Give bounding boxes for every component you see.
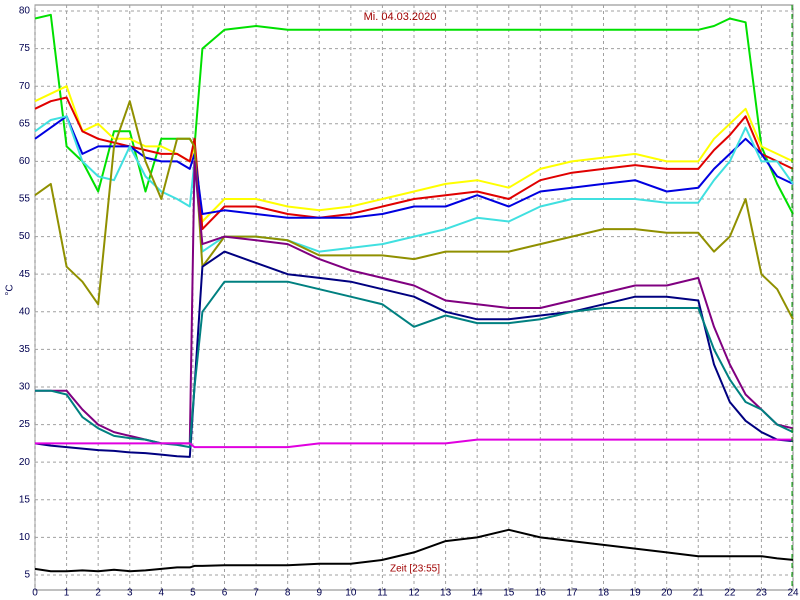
x-tick-label: 0 [32,588,38,599]
y-tick-label: 15 [19,494,31,505]
y-tick-label: 55 [19,194,31,205]
x-tick-label: 13 [440,588,452,599]
series-line [34,528,794,573]
x-tick-label: 11 [377,588,388,599]
x-tick-label: 8 [285,588,291,599]
x-tick-label: 1 [64,588,70,599]
y-tick-label: 10 [19,532,31,543]
x-tick-label: 22 [724,588,736,599]
series-line [34,96,794,231]
y-tick-label: 45 [19,269,31,280]
y-tick-label: 5 [24,570,30,581]
x-tick-label: 18 [598,588,610,599]
x-tick-label: 16 [535,588,547,599]
x-tick-label: 5 [190,588,196,599]
x-tick-label: 23 [756,588,768,599]
x-tick-label: 20 [661,588,673,599]
y-tick-label: 35 [19,344,31,355]
series-line [34,115,794,253]
y-axis-label: °C [5,284,16,295]
series-line [35,280,794,449]
x-tick-label: 19 [630,588,642,599]
x-tick-label: 10 [345,588,357,599]
x-tick-label: 2 [95,588,101,599]
x-tick-label: 3 [127,588,133,599]
y-tick-label: 20 [19,457,31,468]
x-tick-label: 4 [159,588,165,599]
series-line [34,100,794,320]
series-line [35,160,794,445]
x-tick-label: 15 [503,588,515,599]
x-tick-label: 6 [222,588,228,599]
x-tick-label: 12 [408,588,420,599]
series-line [34,115,794,219]
y-tick-label: 65 [19,118,31,129]
lines [34,13,794,573]
time-annotation: Zeit [23:55] [390,564,440,575]
x-tick-label: 24 [787,588,799,599]
x-tick-label: 17 [566,588,578,599]
y-tick-label: 70 [19,81,31,92]
x-tick-label: 7 [253,588,259,599]
y-tick-label: 80 [19,6,31,17]
y-tick-label: 50 [19,231,31,242]
y-tick-label: 60 [19,156,31,167]
series-line [34,85,794,223]
y-tick-label: 40 [19,306,31,317]
y-tick-label: 30 [19,382,31,393]
chart-title: Mi. 04.03.2020 [364,11,437,23]
x-tick-label: 9 [316,588,322,599]
x-tick-label: 14 [472,588,484,599]
series-line [35,438,793,449]
x-tick-label: 21 [693,588,705,599]
y-tick-label: 25 [19,419,31,430]
series-line [34,13,794,215]
y-tick-label: 75 [19,43,31,54]
